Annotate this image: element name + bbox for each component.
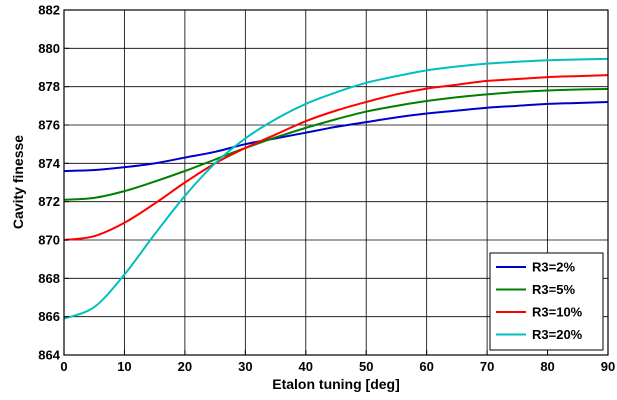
- x-tick-label: 60: [419, 359, 433, 374]
- x-axis-label: Etalon tuning [deg]: [272, 376, 400, 392]
- plot-frame: [63, 9, 609, 356]
- legend-label: R3=2%: [532, 260, 575, 275]
- x-tick-label: 30: [238, 359, 252, 374]
- y-tick-label: 872: [38, 194, 60, 209]
- legend: R3=2% R3=5% R3=10% R3=20%: [489, 252, 604, 351]
- y-tick-label: 880: [38, 41, 60, 56]
- y-tick-label: 882: [38, 3, 60, 18]
- x-tick-label: 40: [299, 359, 313, 374]
- y-tick-label: 864: [38, 348, 60, 363]
- y-tick-labels: 864 866 868 870 872 874 876 878 880 882: [38, 3, 60, 363]
- series-line: [63, 74, 609, 241]
- x-tick-label: 0: [60, 359, 67, 374]
- x-tick-labels: 0 10 20 30 40 50 60 70 80 90: [60, 359, 615, 374]
- x-tick-label: 70: [480, 359, 494, 374]
- x-tick-label: 90: [601, 359, 615, 374]
- y-tick-label: 866: [38, 309, 60, 324]
- y-tick-label: 874: [38, 156, 60, 171]
- legend-label: R3=20%: [532, 327, 583, 342]
- x-tick-label: 10: [117, 359, 131, 374]
- y-tick-label: 868: [38, 271, 60, 286]
- legend-label: R3=5%: [532, 282, 575, 297]
- series-lines: [63, 57, 609, 320]
- y-tick-label: 878: [38, 79, 60, 94]
- series-line: [63, 101, 609, 172]
- y-tick-label: 876: [38, 118, 60, 133]
- ticks: [63, 9, 609, 356]
- series-line: [63, 57, 609, 320]
- x-tick-label: 20: [178, 359, 192, 374]
- x-tick-label: 50: [359, 359, 373, 374]
- x-tick-label: 80: [540, 359, 554, 374]
- y-tick-label: 870: [38, 233, 60, 248]
- legend-label: R3=10%: [532, 305, 583, 320]
- y-axis-label: Cavity finesse: [10, 135, 26, 229]
- series-line: [63, 87, 609, 201]
